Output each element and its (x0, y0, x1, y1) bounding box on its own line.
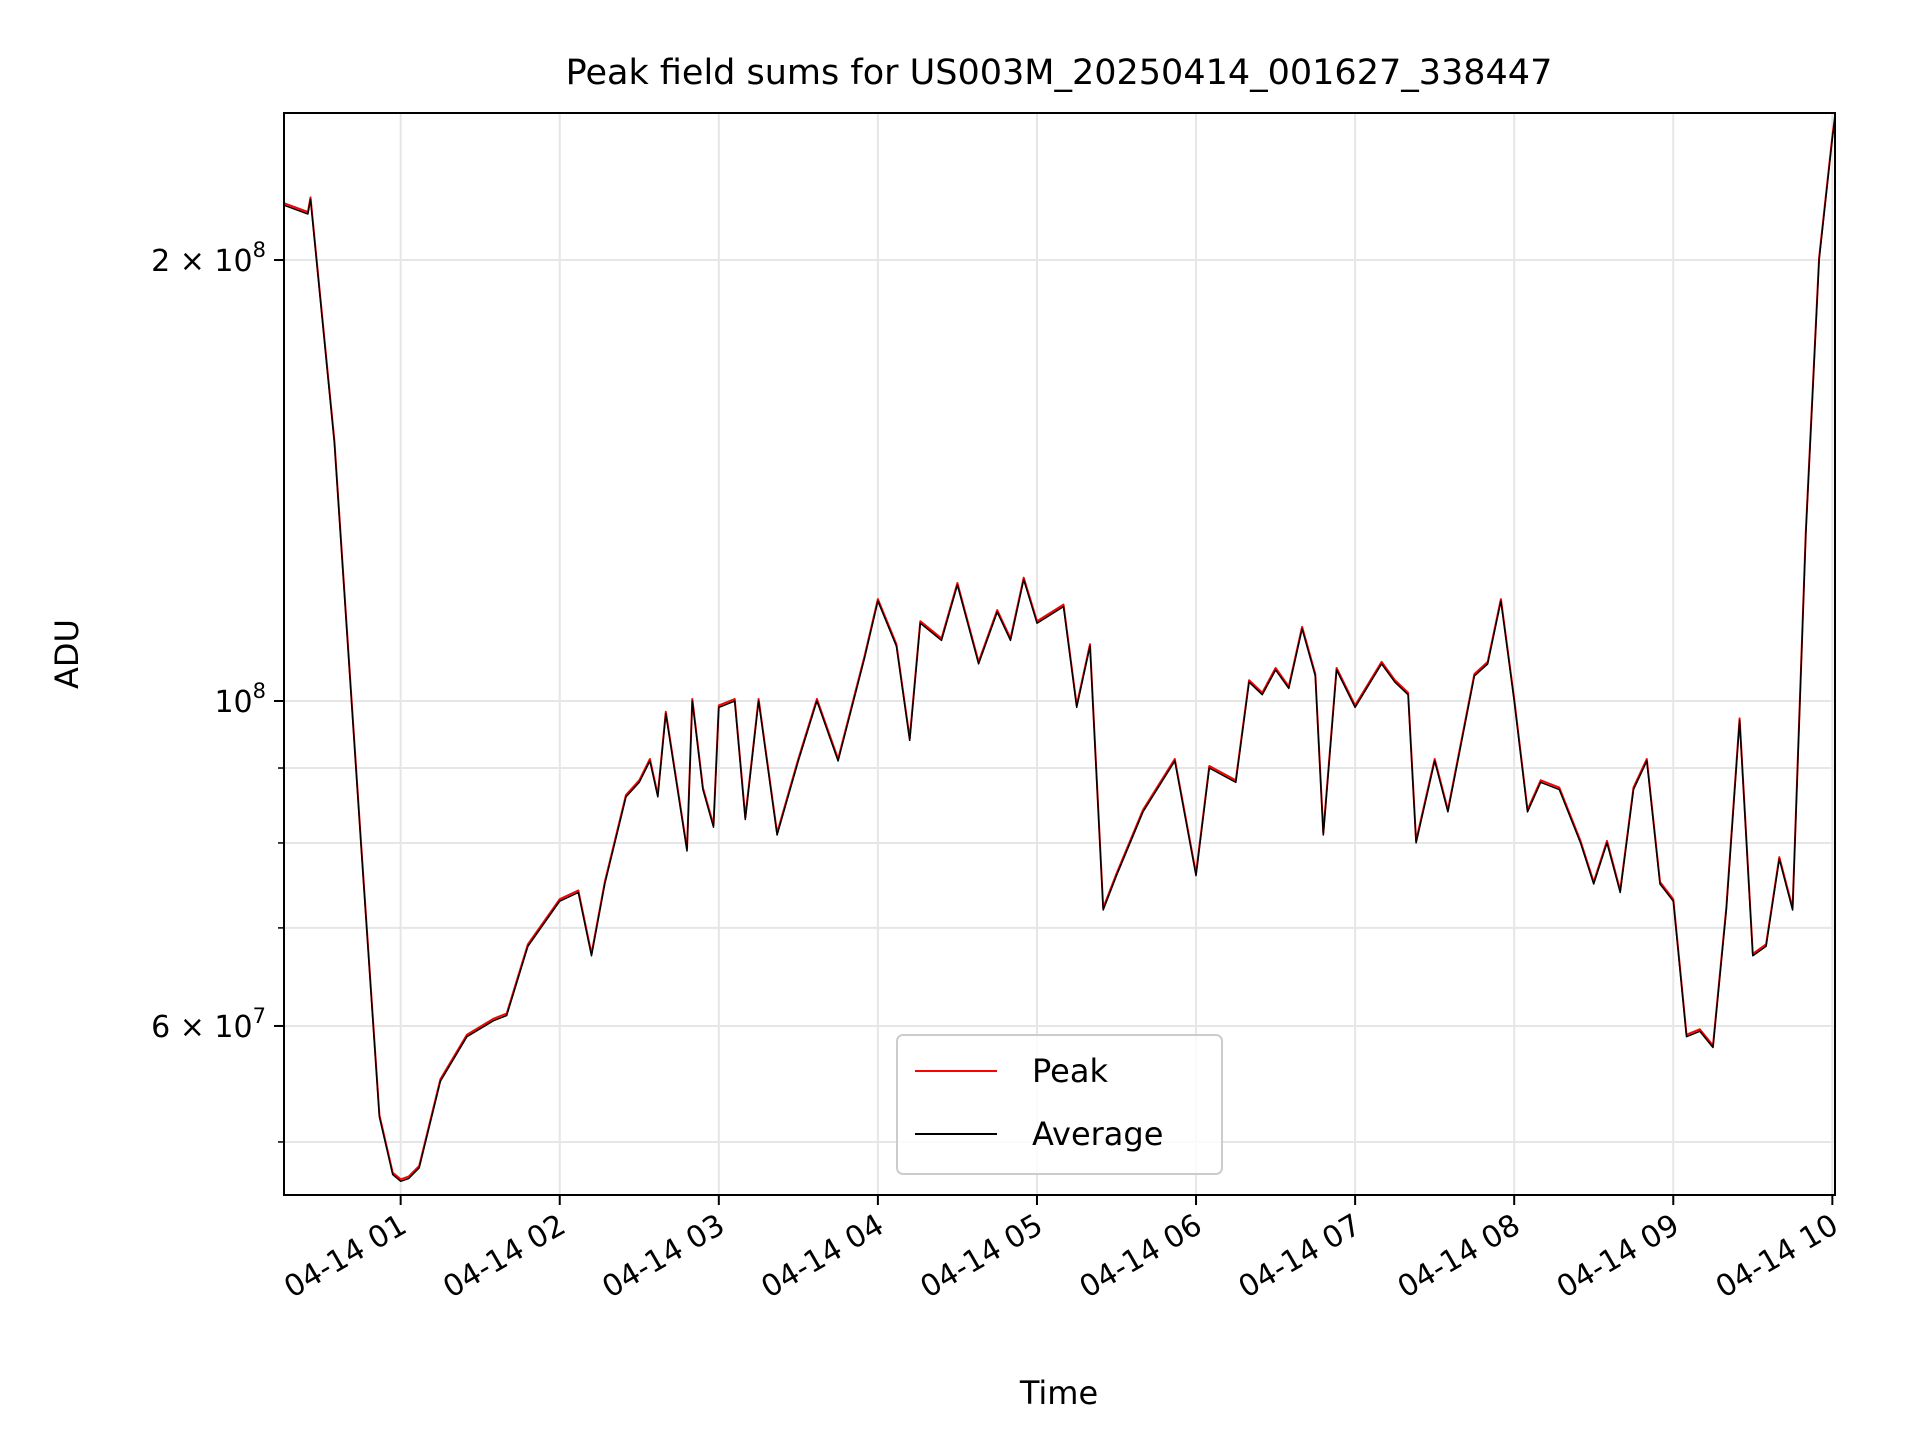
plot-lines (283, 115, 1836, 1183)
plot-frame (283, 112, 1836, 1196)
legend-average-label: Average (1032, 1115, 1163, 1153)
y-tick-label: 108 (214, 679, 266, 720)
y-tick-label: 2 × 108 (151, 238, 266, 279)
x-axis-label: Time (1019, 1374, 1098, 1412)
legend: Peak Average (896, 1034, 1223, 1175)
chart-title: Peak field sums for US003M_20250414_0016… (566, 53, 1553, 93)
y-axis: 6 × 107 108 2 × 108 (151, 238, 284, 1143)
legend-box (896, 1034, 1223, 1175)
series-line-average (283, 118, 1836, 1183)
y-axis-label: ADU (48, 619, 86, 689)
y-tick-label: 6 × 107 (151, 1004, 266, 1045)
legend-peak-label: Peak (1032, 1052, 1108, 1090)
